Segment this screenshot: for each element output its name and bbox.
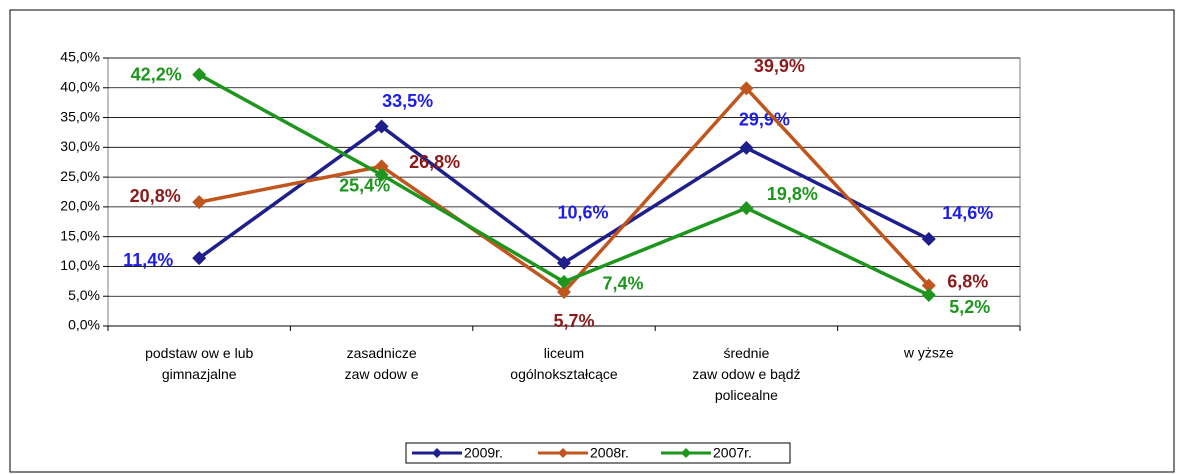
- marker: [921, 232, 936, 247]
- y-tick-label: 25,0%: [60, 168, 100, 184]
- legend-label: 2007r.: [713, 445, 752, 461]
- data-label: 6,8%: [947, 271, 988, 291]
- data-label: 11,4%: [123, 250, 173, 270]
- y-tick-label: 20,0%: [60, 198, 100, 214]
- legend: [405, 442, 791, 464]
- y-tick-label: 35,0%: [60, 108, 100, 124]
- marker: [374, 119, 389, 134]
- x-tick-label: średnie zaw odow e bądź policealne: [692, 345, 800, 403]
- data-label: 33,5%: [382, 91, 433, 111]
- data-label: 29,9%: [739, 110, 790, 130]
- data-label: 20,8%: [130, 186, 181, 206]
- y-tick-label: 10,0%: [60, 257, 100, 273]
- marker: [192, 67, 207, 82]
- y-tick-label: 0,0%: [68, 317, 100, 333]
- data-label: 26,8%: [409, 152, 460, 172]
- marker: [192, 251, 207, 266]
- marker: [374, 167, 389, 182]
- marker: [192, 195, 207, 210]
- data-label: 39,9%: [754, 56, 805, 76]
- marker: [921, 278, 936, 293]
- marker: [557, 255, 571, 270]
- marker: [739, 201, 754, 216]
- legend-marker: [681, 448, 691, 458]
- data-label: 42,2%: [131, 64, 182, 84]
- marker: [739, 140, 754, 155]
- marker: [374, 159, 389, 174]
- y-tick-label: 30,0%: [60, 138, 100, 154]
- data-label: 5,2%: [949, 297, 990, 317]
- y-tick-label: 5,0%: [68, 287, 100, 303]
- data-label: 19,8%: [767, 184, 818, 204]
- data-label: 25,4%: [339, 175, 390, 195]
- data-label: 7,4%: [602, 274, 643, 294]
- marker: [921, 288, 936, 303]
- marker: [739, 81, 754, 96]
- x-tick-label: w yższe: [903, 345, 954, 361]
- y-tick-label: 40,0%: [60, 78, 100, 94]
- legend-label: 2008r.: [590, 445, 629, 461]
- data-label: 5,7%: [553, 311, 594, 331]
- y-tick-label: 15,0%: [60, 227, 100, 243]
- marker: [557, 274, 571, 289]
- x-tick-label: liceum ogólnokształcące: [510, 345, 618, 382]
- legend-marker: [558, 448, 568, 458]
- x-tick-label: zasadnicze zaw odow e: [345, 345, 419, 382]
- data-label: 10,6%: [557, 203, 608, 223]
- marker: [557, 285, 571, 300]
- legend-marker: [432, 448, 442, 458]
- x-tick-label: podstaw ow e lub gimnazjalne: [145, 345, 253, 382]
- data-label: 14,6%: [942, 203, 993, 223]
- legend-label: 2009r.: [464, 445, 503, 461]
- y-tick-label: 45,0%: [60, 49, 100, 65]
